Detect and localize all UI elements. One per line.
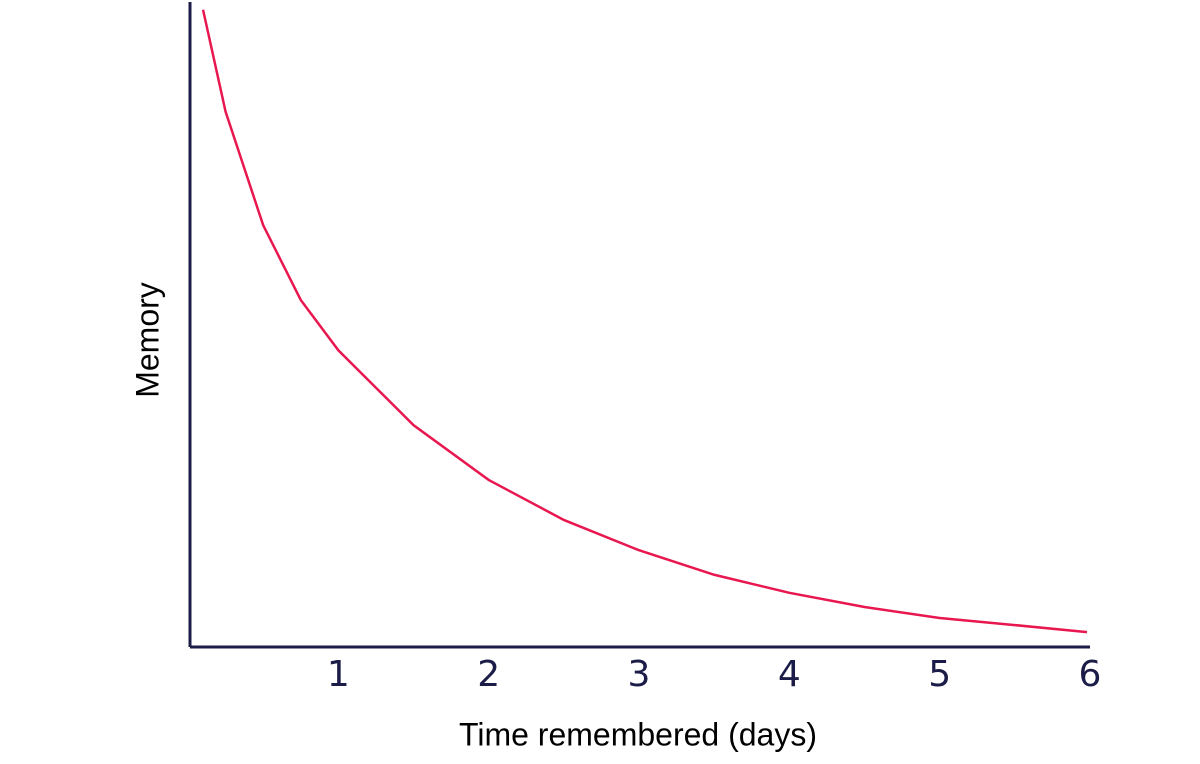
x-tick-label: 1 [327,654,350,695]
x-tick-label: 4 [778,654,801,695]
x-tick-label: 3 [628,654,651,695]
x-tick-label: 5 [928,654,951,695]
x-tick-label: 6 [1079,654,1102,695]
y-axis-label: Memory [129,282,165,398]
x-axis-label: Time remembered (days) [459,716,817,752]
x-tick-label: 2 [477,654,500,695]
curve [201,9,1088,634]
